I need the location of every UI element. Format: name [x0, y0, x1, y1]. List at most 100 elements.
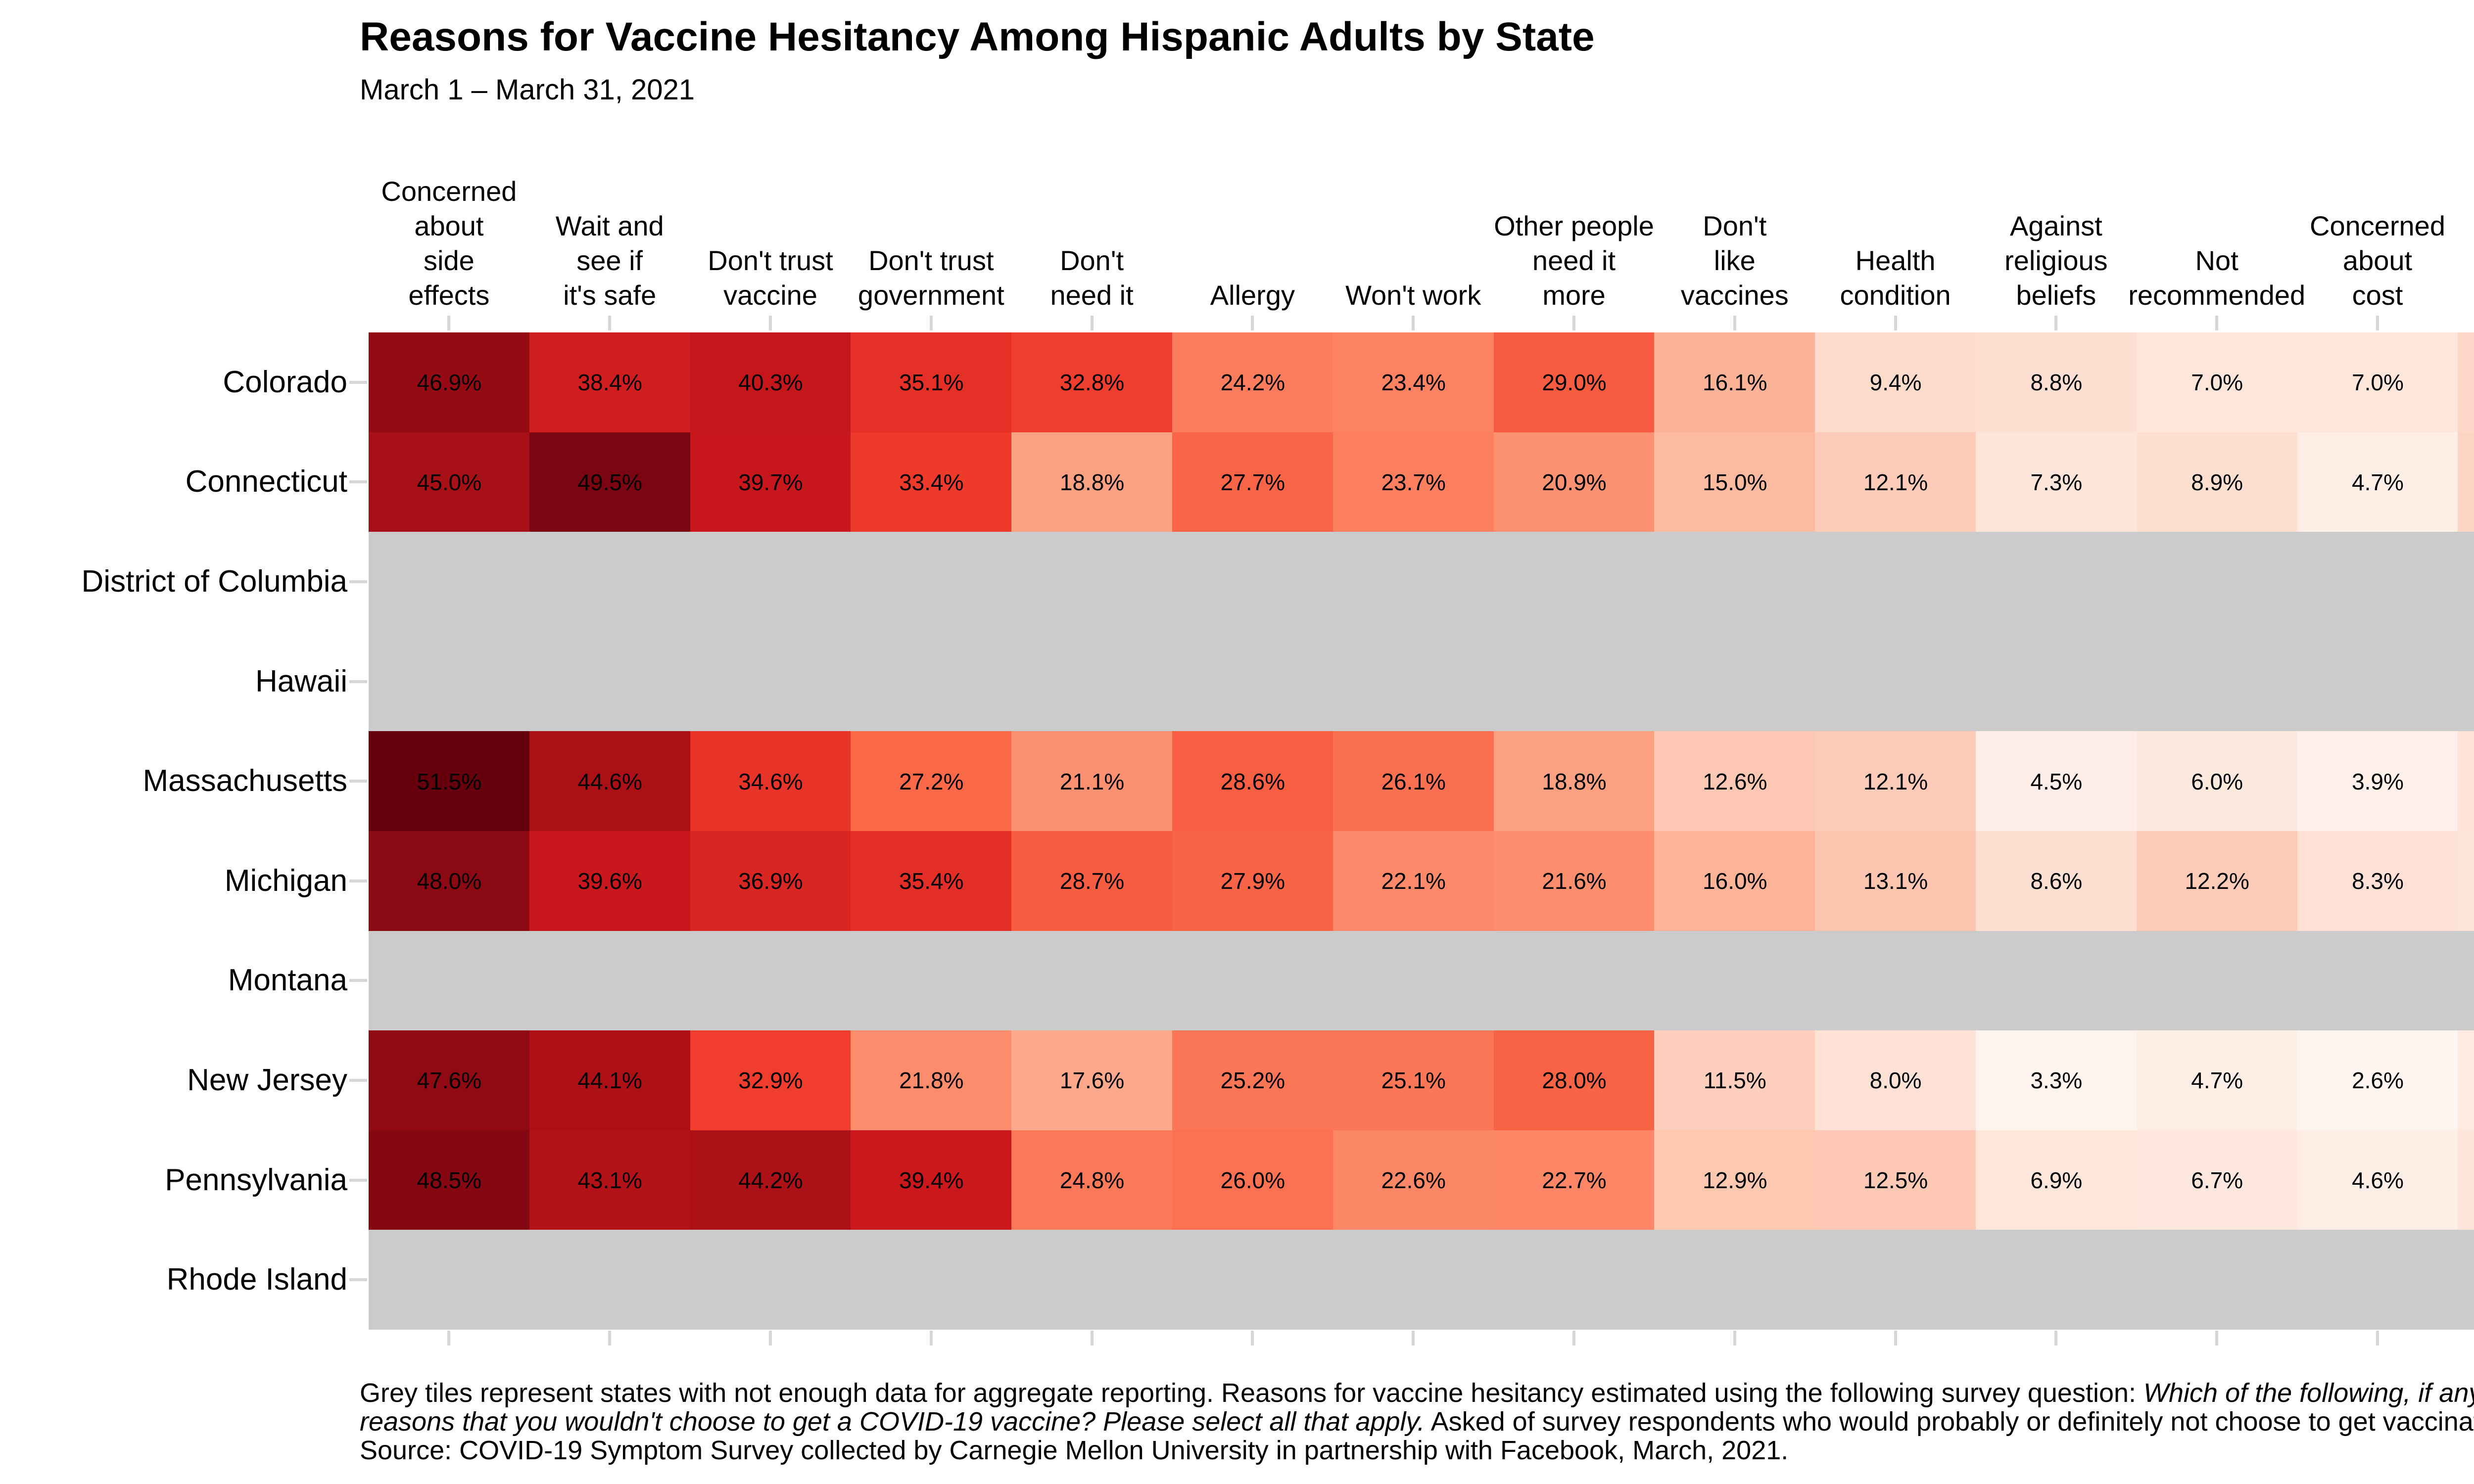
cell-value: 27.7% — [1220, 469, 1285, 495]
row-tick-left — [349, 1079, 367, 1082]
heatmap-cell: 7.0% — [2136, 332, 2298, 433]
heatmap-cell: 24.2% — [1172, 332, 1333, 433]
column-header-line: Wait and — [555, 210, 664, 241]
cell-value: 7.0% — [2191, 370, 2243, 396]
cell-value: 8.0% — [1869, 1067, 1922, 1094]
heatmap-cell: 12.2% — [2136, 831, 2298, 931]
column-tick-bottom — [769, 1331, 772, 1345]
heatmap-cell: 23.4% — [1332, 332, 1494, 433]
heatmap-cell: 4.6% — [2297, 1130, 2459, 1231]
column-tick-bottom — [2054, 1331, 2058, 1345]
cell-value: 38.4% — [577, 370, 642, 396]
row-tick-left — [349, 480, 367, 484]
heatmap-cell: 26.1% — [1332, 731, 1494, 832]
heatmap-cell: 10.5% — [2458, 432, 2474, 533]
heatmap-cell: 12.1% — [1815, 432, 1976, 533]
column-header-line: condition — [1840, 279, 1951, 311]
cell-value: 4.5% — [2030, 768, 2083, 794]
heatmap-cell: 18.8% — [1493, 731, 1655, 832]
heatmap-cell: 12.5% — [1815, 1130, 1976, 1231]
column-header-line: Allergy — [1210, 279, 1295, 311]
column-header-line: Concerned — [381, 176, 517, 207]
heatmap-cell: 8.6% — [1976, 831, 2137, 931]
heatmap-cell: 32.9% — [690, 1030, 852, 1131]
heatmap-cell: 7.3% — [1976, 432, 2137, 533]
column-header: Pregnancy — [2241, 278, 2474, 313]
column-header-line: Pregnancy — [2241, 278, 2474, 313]
cell-value: 35.1% — [899, 370, 964, 396]
column-header-line: about — [414, 210, 484, 241]
cell-value: 46.9% — [417, 370, 482, 396]
column-tick-top — [1412, 316, 1415, 330]
heatmap-cell: 40.3% — [690, 332, 852, 433]
state-row-label: New Jersey — [187, 1063, 347, 1097]
cell-value: 40.3% — [738, 370, 803, 396]
cell-value: 23.7% — [1381, 469, 1446, 495]
cell-value: 44.6% — [577, 768, 642, 794]
cell-value: 43.1% — [577, 1167, 642, 1194]
cell-value: 24.8% — [1059, 1167, 1125, 1194]
heatmap-cell: 44.1% — [529, 1030, 691, 1131]
heatmap-cell: 16.1% — [1654, 332, 1816, 433]
column-header-line: see if — [576, 245, 643, 276]
column-header-line: vaccines — [1680, 279, 1789, 311]
column-tick-top — [1251, 316, 1254, 330]
column-header-line: more — [1542, 279, 1606, 311]
column-header: Other people need it more — [1277, 209, 1871, 313]
heatmap-cell: 8.0% — [1815, 1030, 1976, 1131]
column-header-line: Don't trust — [868, 245, 994, 276]
row-tick-left — [349, 1178, 367, 1182]
heatmap-cell: 25.2% — [1172, 1030, 1333, 1131]
heatmap-cell: 11.5% — [1654, 1030, 1816, 1131]
column-tick-top — [2215, 316, 2219, 330]
cell-value: 11.5% — [1703, 1067, 1766, 1094]
cell-value: 12.1% — [1863, 469, 1928, 495]
heatmap-cell: 22.6% — [1332, 1130, 1494, 1231]
heatmap-cell: 28.7% — [1011, 831, 1173, 931]
column-header-line: Concerned — [2310, 210, 2445, 241]
chart-title: Reasons for Vaccine Hesitancy Among Hisp… — [360, 14, 1595, 59]
cell-value: 35.4% — [899, 868, 964, 894]
cell-value: 29.0% — [1542, 370, 1607, 396]
cell-value: 45.0% — [417, 469, 482, 495]
cell-value: 47.6% — [417, 1067, 482, 1094]
column-header-line: need it — [1532, 245, 1616, 276]
footnote-source: Asked of survey respondents who would pr… — [360, 1406, 2474, 1465]
heatmap-cell: 20.9% — [1493, 432, 1655, 533]
column-header: Don't need it — [795, 243, 1389, 313]
column-header: Won't work — [1116, 278, 1710, 313]
cell-value: 8.3% — [2352, 868, 2404, 894]
state-row-label: Colorado — [223, 365, 347, 399]
column-header-line: Won't work — [1345, 279, 1481, 311]
column-header-line: recommended — [2128, 279, 2306, 311]
footnote-text: Grey tiles represent states with not eno… — [360, 1378, 2144, 1408]
column-header: Don't like vaccines — [1438, 209, 2032, 313]
heatmap-cell: 8.8% — [1976, 332, 2137, 433]
cell-value: 44.2% — [738, 1167, 803, 1194]
cell-value: 3.3% — [2030, 1067, 2083, 1094]
column-tick-bottom — [447, 1331, 451, 1345]
column-header: Wait and see if it's safe — [313, 209, 906, 313]
column-tick-bottom — [2215, 1331, 2219, 1345]
heatmap-cell: 46.9% — [369, 332, 530, 433]
heatmap-cell: 33.4% — [851, 432, 1012, 533]
heatmap-cell: 4.5% — [1976, 731, 2137, 832]
cell-value: 9.4% — [1869, 370, 1922, 396]
cell-value: 12.2% — [2185, 868, 2249, 894]
column-header-line: cost — [2352, 279, 2403, 311]
row-tick-left — [349, 879, 367, 882]
cell-value: 22.7% — [1542, 1167, 1607, 1194]
cell-value: 27.9% — [1220, 868, 1285, 894]
column-header-line: government — [857, 279, 1004, 311]
column-tick-bottom — [1251, 1331, 1254, 1345]
heatmap-cell: 5.7% — [2458, 1030, 2474, 1131]
cell-value: 48.0% — [417, 868, 482, 894]
heatmap-cell: 8.3% — [2297, 831, 2459, 931]
heatmap-cell: 21.8% — [851, 1030, 1012, 1131]
heatmap-cell: 47.6% — [369, 1030, 530, 1131]
column-header-line: effects — [408, 279, 490, 311]
heatmap-cell: 21.1% — [1011, 731, 1173, 832]
cell-value: 39.7% — [738, 469, 803, 495]
column-header: Allergy — [955, 278, 1549, 313]
cell-value: 49.5% — [577, 469, 642, 495]
